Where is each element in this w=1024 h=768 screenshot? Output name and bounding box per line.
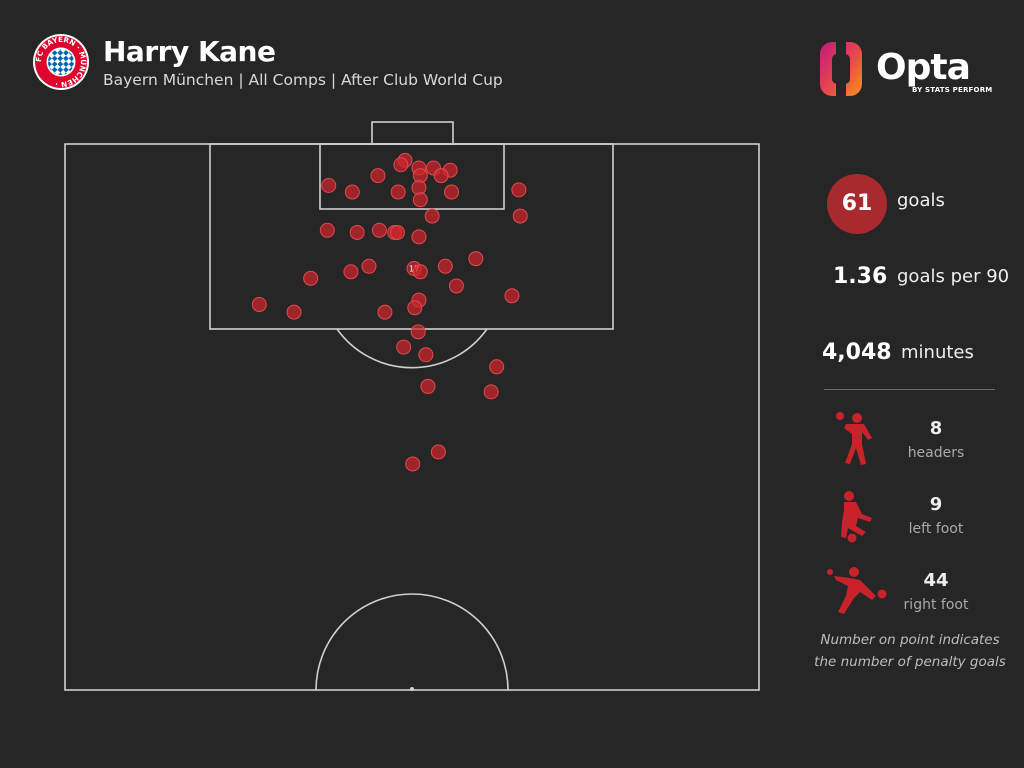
- goal-point-11: [390, 184, 406, 200]
- goal-point-15: [412, 192, 428, 208]
- goal-point-23: [411, 229, 427, 245]
- opta-byline: BY STATS PERFORM: [912, 86, 993, 94]
- goal-point-8: [370, 168, 386, 184]
- goal-point-24: [468, 251, 484, 267]
- goal-point-7: [433, 168, 449, 184]
- headers-count: 8: [929, 418, 943, 439]
- pitch-lines: [64, 121, 760, 691]
- goal-points: 17: [251, 152, 528, 472]
- goal-point-34: [251, 297, 267, 313]
- goal-point-16: [512, 208, 528, 224]
- header-player-icon: [836, 412, 872, 465]
- left-foot-player-icon: [841, 491, 872, 543]
- left-foot-count: 9: [929, 494, 943, 515]
- pitch-outline: [64, 143, 760, 691]
- goal-point-2: [393, 157, 409, 173]
- goal-point-17: [424, 208, 440, 224]
- goal-point-30: [303, 270, 319, 286]
- goal-point-45: [405, 456, 421, 472]
- right-foot-count: 44: [923, 570, 949, 591]
- goal-point-25: [437, 258, 453, 274]
- goals-badge: 61: [827, 174, 887, 234]
- goal-point-36: [377, 304, 393, 320]
- penalty-note: Number on point indicates the number of …: [810, 629, 1010, 673]
- goals-per-90-label: goals per 90: [897, 266, 1010, 287]
- goal-point-13: [444, 184, 460, 200]
- goal-point-20: [371, 222, 387, 238]
- goal-point-35: [286, 304, 302, 320]
- goal-point-41: [489, 359, 505, 375]
- goal-point-27: [343, 264, 359, 280]
- penalty-arc: [336, 328, 488, 369]
- penalty-note-line-1: Number on point indicates: [820, 632, 1000, 648]
- goal-point-18: [319, 222, 335, 238]
- bayern-crest-logo: FC BAYERN · MÜNCHEN ·: [33, 34, 89, 90]
- goal-point-19: [349, 224, 365, 240]
- goal-point-10: [344, 184, 360, 200]
- six-yard-box: [319, 143, 505, 210]
- left-foot-label: left foot: [908, 521, 964, 537]
- goal-point-39: [396, 339, 412, 355]
- goal-point-22: [389, 224, 405, 240]
- shot-map: 17: [64, 121, 760, 691]
- goals-label: goals: [897, 190, 945, 211]
- right-foot-label: right foot: [903, 597, 969, 613]
- goal-point-38: [410, 324, 426, 340]
- goal-point-9: [321, 177, 337, 193]
- goal-point-37: [407, 300, 423, 316]
- goal-point-29: [412, 264, 428, 280]
- right-foot-player-icon: [827, 567, 887, 614]
- goals-per-90-value: 1.36: [833, 264, 888, 289]
- minutes-value: 4,048: [822, 340, 892, 365]
- goal-point-42: [420, 378, 436, 394]
- penalty-note-line-2: the number of penalty goals: [814, 654, 1006, 670]
- minutes-label: minutes: [901, 342, 974, 363]
- stats-divider: [824, 389, 995, 390]
- goal-point-26: [361, 258, 377, 274]
- goal-point-44: [430, 444, 446, 460]
- opta-logo: [820, 40, 862, 98]
- goal-point-31: [448, 278, 464, 294]
- opta-wordmark: Opta: [876, 47, 971, 88]
- centre-circle: [315, 593, 509, 691]
- goal-point-40: [418, 347, 434, 363]
- centre-spot: [410, 687, 414, 691]
- headers-label: headers: [907, 445, 965, 461]
- goal-point-43: [483, 384, 499, 400]
- goal-point-14: [511, 182, 527, 198]
- player-name: Harry Kane: [103, 35, 276, 68]
- chart-subtitle: Bayern München | All Comps | After Club …: [103, 71, 503, 89]
- goal-point-32: [504, 288, 520, 304]
- goal: [371, 121, 454, 145]
